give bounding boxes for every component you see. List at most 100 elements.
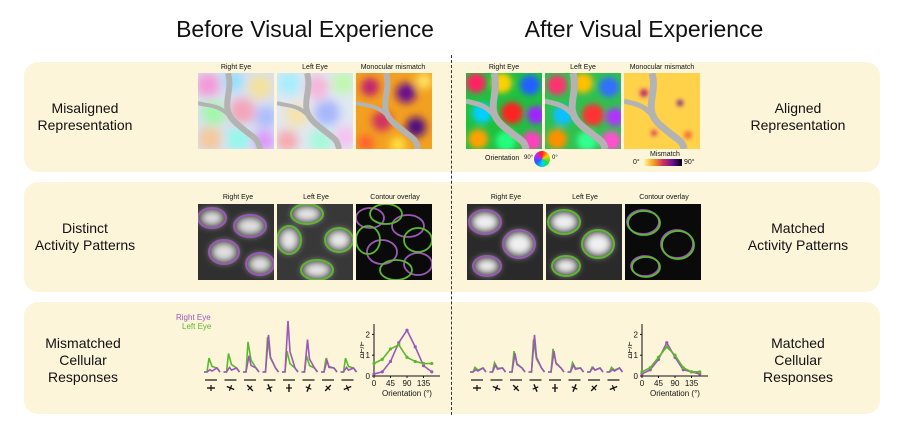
response-trace — [282, 320, 299, 373]
tuning-data-point — [413, 345, 417, 349]
stimulus-direction-icon — [591, 385, 597, 391]
y-tick-label: 0 — [366, 372, 371, 381]
stimulus-direction-icon — [325, 385, 331, 391]
response-trace — [587, 365, 604, 373]
legend-left-eye: Left Eye — [182, 322, 212, 331]
row-label-matched-activity: Matched Activity Patterns — [738, 220, 858, 254]
activity-map-right-eye-before — [198, 204, 274, 280]
row-band-representation — [24, 62, 880, 172]
row-label-aligned: Aligned Representation — [738, 100, 858, 134]
y-tick-label: 2 — [634, 330, 639, 339]
y-axis-label: ΔF/F — [628, 341, 634, 358]
row-label-text: Mismatched Cellular Responses — [45, 335, 121, 385]
x-tick-label: 0 — [372, 379, 377, 388]
stimulus-direction-icon — [345, 384, 350, 392]
tuning-data-point — [640, 370, 644, 374]
caption-left-eye-before: Left Eye — [302, 64, 328, 71]
legend-right-eye: Right Eye — [176, 313, 211, 322]
response-trace — [340, 365, 358, 373]
contour-overlay-before — [356, 204, 432, 280]
tuning-data-point — [698, 370, 702, 374]
orientation-color-wheel-icon — [534, 151, 550, 167]
title-after: After Visual Experience — [524, 16, 764, 42]
x-axis-label: Orientation (°) — [650, 389, 700, 398]
tuning-data-point — [372, 372, 376, 376]
row-label-text: Distinct Activity Patterns — [34, 220, 136, 253]
tuning-data-point — [380, 357, 384, 361]
stimulus-direction-icon — [494, 384, 499, 392]
stimulus-direction-icon — [228, 384, 233, 392]
response-trace — [509, 353, 526, 373]
mismatch-colorbar — [644, 159, 682, 166]
tuning-data-point — [673, 353, 677, 357]
tuning-data-point — [388, 359, 393, 364]
tuning-data-point — [681, 366, 685, 370]
response-trace — [301, 339, 319, 373]
response-trace — [262, 334, 280, 373]
tuning-data-point — [648, 366, 652, 370]
x-tick-label: 0 — [640, 379, 645, 388]
response-trace — [567, 360, 585, 373]
orientation-map-right-eye-after — [466, 73, 542, 149]
response-trace — [243, 355, 260, 373]
stimulus-direction-icon — [571, 386, 578, 390]
orientation-legend-90: 90° — [524, 155, 534, 161]
tuning-data-point — [665, 345, 669, 349]
tuning-data-point — [689, 370, 694, 374]
response-trace — [470, 366, 487, 373]
orientation-legend-label: Orientation — [485, 155, 520, 162]
caption-right-eye-before: Right Eye — [220, 64, 252, 71]
caption-left-eye-activity-before: Left Eye — [303, 194, 329, 201]
stimulus-direction-icon — [247, 385, 253, 391]
activity-map-left-eye-before — [277, 204, 353, 280]
response-trace — [548, 350, 565, 373]
row-label-matched-cellular: Matched Cellular Responses — [738, 335, 858, 386]
response-trace — [489, 360, 507, 373]
response-traces-before — [204, 320, 358, 392]
caption-contour-after: Contour overlay — [639, 194, 689, 201]
row-label-text: Matched Activity Patterns — [747, 220, 849, 253]
row-band-activity — [24, 182, 880, 292]
caption-right-eye-after: Right Eye — [488, 64, 520, 71]
y-tick-label: 1 — [634, 351, 639, 360]
orientation-map-left-eye-after — [545, 73, 621, 149]
response-trace — [204, 366, 221, 373]
stimulus-direction-icon — [532, 386, 539, 390]
response-trace — [223, 365, 241, 373]
response-trace — [606, 366, 624, 373]
row-label-distinct: Distinct Activity Patterns — [30, 220, 140, 254]
x-tick-label: 90 — [671, 379, 680, 388]
x-axis-label: Orientation (°) — [382, 389, 432, 398]
y-axis-label: ΔF/F — [360, 341, 366, 358]
x-tick-label: 135 — [685, 379, 699, 388]
row-label-text: Aligned Representation — [750, 100, 846, 133]
row-label-misaligned: Misaligned Representation — [30, 100, 140, 134]
tuning-data-point — [372, 361, 376, 366]
x-tick-label: 45 — [386, 379, 395, 388]
tuning-data-point — [665, 341, 669, 345]
caption-mismatch-before: Monocular mismatch — [360, 64, 426, 71]
tuning-data-point — [656, 355, 661, 359]
column-divider — [451, 55, 452, 415]
tuning-data-point — [405, 355, 409, 359]
orientation-map-right-eye-before — [198, 73, 274, 149]
tuning-data-point — [397, 343, 401, 347]
stimulus-direction-icon — [513, 385, 519, 391]
tuning-data-point — [421, 361, 426, 366]
mismatch-map-after — [624, 73, 700, 149]
row-label-text: Matched Cellular Responses — [762, 335, 834, 385]
row-band-responses — [24, 302, 880, 414]
mismatch-legend-90: 90° — [684, 159, 695, 166]
tuning-data-point — [380, 370, 384, 374]
caption-right-eye-activity-after: Right Eye — [490, 194, 522, 201]
x-tick-label: 135 — [417, 379, 431, 388]
stimulus-direction-icon — [305, 386, 312, 390]
activity-map-left-eye-after — [546, 204, 622, 280]
row-label-text: Misaligned Representation — [37, 100, 133, 133]
mismatch-map-before — [356, 73, 432, 149]
caption-left-eye-after: Left Eye — [570, 64, 596, 71]
tuning-data-point — [405, 328, 409, 332]
title-before: Before Visual Experience — [176, 16, 434, 42]
y-tick-label: 0 — [634, 372, 639, 381]
